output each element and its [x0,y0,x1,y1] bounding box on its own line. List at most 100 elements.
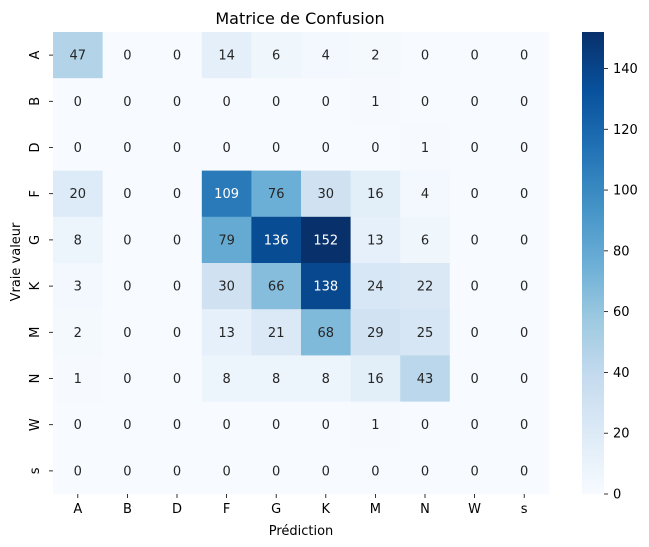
cell-value-label: 0 [322,418,330,433]
x-tick-label: N [420,502,430,517]
heatmap-cell [449,32,500,79]
heatmap-cell [53,401,104,449]
heatmap-cell [499,355,550,403]
cell-value-label: 16 [367,372,384,387]
heatmap-cell [201,401,252,449]
cell-value-label: 136 [264,233,289,248]
cell-value-label: 0 [123,326,131,341]
cell-value-label: 13 [367,233,384,248]
heatmap-cell [400,78,451,125]
heatmap-cell [301,309,352,356]
cell-value-label: 68 [318,326,335,341]
cell-value-label: 0 [520,280,528,295]
cell-value-label: 0 [173,233,181,248]
cell-value-label: 0 [520,95,528,110]
heatmap-cell [301,355,352,403]
cell-value-label: 2 [74,326,82,341]
cell-value-label: 0 [520,141,528,156]
cell-value-label: 8 [272,372,280,387]
cell-value-label: 0 [322,141,330,156]
heatmap-cell [350,216,401,264]
colorbar [582,32,604,494]
y-axis-label: Vraie valeur [9,222,24,301]
cell-value-label: 0 [520,326,528,341]
y-tick-label: K [28,281,43,290]
y-tick-label: W [28,418,43,431]
x-tick-label: D [172,502,182,517]
heatmap-cell [152,124,203,172]
cell-value-label: 0 [272,95,280,110]
colorbar-tick-label: 140 [613,62,638,77]
cell-value-label: 1 [371,418,379,433]
cell-value-label: 25 [417,326,434,341]
cell-value-label: 13 [218,326,235,341]
x-tick-label: F [223,502,230,517]
cell-value-label: 0 [371,141,379,156]
heatmap-cell [251,447,302,495]
heatmap-cell [201,216,252,264]
cell-value-label: 24 [367,280,384,295]
x-tick-label: K [322,502,331,517]
colorbar-tick-label: 60 [613,305,630,320]
heatmap-cells [53,32,550,495]
heatmap-cell [152,170,203,218]
cell-value-label: 0 [173,95,181,110]
heatmap-cell [400,216,451,264]
cell-value-label: 0 [173,418,181,433]
cell-value-label: 1 [371,95,379,110]
heatmap-cell [301,124,352,172]
cell-value-label: 0 [421,464,429,479]
colorbar-tick-label: 40 [613,366,630,381]
cell-value-label: 0 [470,326,478,341]
heatmap-cell [102,401,153,449]
cell-value-label: 0 [123,464,131,479]
cell-value-label: 0 [520,372,528,387]
cell-value-label: 0 [470,418,478,433]
cell-value-label: 0 [470,233,478,248]
cell-value-label: 109 [214,187,239,202]
heatmap-cell [301,78,352,125]
heatmap-cell [201,124,252,172]
y-tick-label: D [28,142,43,152]
y-tick-label: s [28,467,43,474]
heatmap-cell [53,309,104,356]
cell-value-label: 0 [470,372,478,387]
heatmap-cell [449,78,500,125]
heatmap-cell [102,263,153,310]
y-tick-label: M [28,327,43,338]
cell-value-label: 0 [470,49,478,64]
colorbar-tick-label: 80 [613,244,630,259]
heatmap-cell [53,124,104,172]
x-tick-label: G [271,502,281,517]
cell-value-label: 30 [318,187,335,202]
heatmap-cell [53,78,104,125]
cell-value-label: 8 [74,233,82,248]
cell-value-label: 0 [74,141,82,156]
heatmap-cell [152,216,203,264]
heatmap-cell [251,355,302,403]
cell-value-label: 0 [520,418,528,433]
heatmap-cell [350,170,401,218]
heatmap-cell [102,32,153,79]
colorbar-ticks: 0 20 40 60 80 100 120 140 [604,62,638,503]
y-tick-label: A [28,51,43,60]
y-tick-label: F [28,190,43,197]
heatmap-cell [102,78,153,125]
cell-value-label: 4 [322,49,330,64]
x-tick-label: W [468,502,481,517]
y-tick-label: G [28,235,43,245]
cell-value-label: 0 [123,141,131,156]
heatmap-cell [201,263,252,310]
y-tick-label: B [28,97,43,106]
cell-value-label: 76 [268,187,285,202]
cell-value-label: 0 [272,418,280,433]
heatmap-cell [350,401,401,449]
heatmap-cell [53,263,104,310]
colorbar-tick-label: 100 [613,184,638,199]
cell-value-label: 0 [421,418,429,433]
heatmap-cell [499,401,550,449]
heatmap-cell [53,32,104,79]
cell-value-label: 0 [520,464,528,479]
cell-value-label: 0 [470,141,478,156]
